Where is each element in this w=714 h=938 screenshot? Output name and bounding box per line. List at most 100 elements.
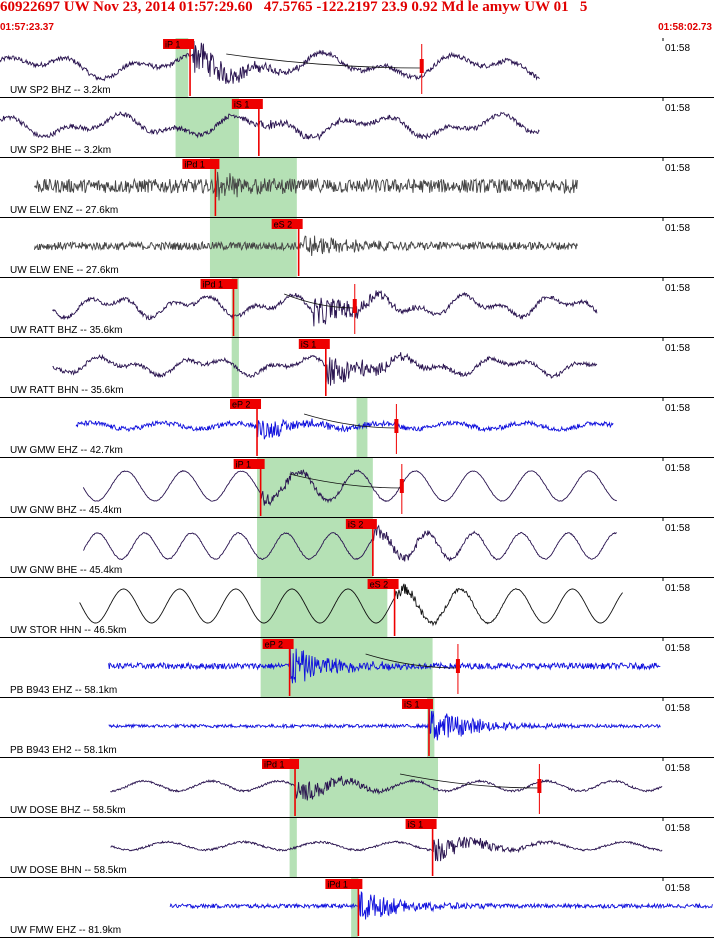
station-label: UW GNW BHZ -- 45.4km bbox=[10, 505, 122, 516]
coda-curve bbox=[399, 773, 540, 789]
window-band bbox=[231, 338, 239, 398]
window-band bbox=[175, 98, 239, 158]
window-band bbox=[356, 398, 368, 458]
trace-row: eS 2 UW ELW ENE -- 27.6km 01:58 bbox=[0, 218, 714, 278]
coda-curve bbox=[365, 653, 458, 669]
coda-curve bbox=[226, 53, 422, 69]
time-tick-label: 01:58 bbox=[665, 823, 690, 834]
trace-row: iPd 1 UW FMW EHZ -- 81.9km 01:58 bbox=[0, 878, 714, 938]
window-band bbox=[231, 278, 239, 338]
pick-label: iPd 1 bbox=[202, 280, 223, 290]
waveform bbox=[82, 469, 617, 507]
waveform bbox=[33, 235, 578, 257]
pick-label: eP 2 bbox=[232, 400, 250, 410]
trace-row: iPd 1 UW RATT BHZ -- 35.6km 01:58 bbox=[0, 278, 714, 338]
time-tick-label: 01:58 bbox=[665, 643, 690, 654]
duration-pick-marker bbox=[352, 299, 357, 313]
time-tick-label: 01:58 bbox=[665, 883, 690, 894]
waveform bbox=[169, 890, 713, 920]
station-label: UW ELW ENZ -- 27.6km bbox=[10, 205, 118, 216]
pick-flag bbox=[182, 159, 220, 169]
pick-flag bbox=[401, 699, 433, 709]
waveform bbox=[82, 524, 617, 562]
waveform bbox=[108, 708, 661, 741]
end-time-label: 01:58:02.73 bbox=[658, 22, 712, 33]
trace-row: iPd 1 UW DOSE BHZ -- 58.5km 01:58 bbox=[0, 758, 714, 818]
pick-flag bbox=[271, 219, 303, 229]
pick-flag bbox=[325, 879, 363, 889]
pick-label: iPd 1 bbox=[184, 160, 205, 170]
waveform bbox=[33, 171, 578, 201]
waveform bbox=[75, 418, 614, 440]
time-tick-label: 01:58 bbox=[665, 43, 690, 54]
pick-label: iS 1 bbox=[408, 820, 424, 830]
duration-pick-marker bbox=[455, 659, 460, 673]
station-label: UW GNW BHE -- 45.4km bbox=[10, 565, 122, 576]
time-tick-label: 01:58 bbox=[665, 703, 690, 714]
pick-label: iS 1 bbox=[301, 340, 317, 350]
station-label: UW DOSE BHN -- 58.5km bbox=[10, 865, 127, 876]
trace-row: iS 1 UW SP2 BHE -- 3.2km 01:58 bbox=[0, 98, 714, 158]
time-tick-label: 01:58 bbox=[665, 343, 690, 354]
pick-flag bbox=[230, 399, 262, 409]
station-label: UW RATT BHN -- 35.6km bbox=[10, 385, 124, 396]
trace-row: iS 1 UW RATT BHN -- 35.6km 01:58 bbox=[0, 338, 714, 398]
waveform bbox=[110, 775, 663, 801]
time-tick-label: 01:58 bbox=[665, 403, 690, 414]
trace-row: eS 2 UW STOR HHN -- 46.5km 01:58 bbox=[0, 578, 714, 638]
pick-label: iPd 1 bbox=[264, 760, 285, 770]
duration-pick-marker bbox=[394, 419, 399, 433]
pick-flag bbox=[200, 279, 238, 289]
time-tick-label: 01:58 bbox=[665, 163, 690, 174]
trace-row: iS 1 UW DOSE BHN -- 58.5km 01:58 bbox=[0, 818, 714, 878]
trace-row: eP 2 UW GMW EHZ -- 42.7km 01:58 bbox=[0, 398, 714, 458]
pick-flag bbox=[405, 819, 437, 829]
pick-flag bbox=[345, 519, 377, 529]
waveform bbox=[108, 648, 661, 684]
time-tick-label: 01:58 bbox=[665, 463, 690, 474]
waveform bbox=[0, 111, 540, 141]
pick-flag bbox=[262, 759, 300, 769]
duration-pick-marker bbox=[399, 479, 404, 493]
waveform bbox=[0, 40, 540, 85]
station-label: UW ELW ENE -- 27.6km bbox=[10, 265, 119, 276]
pick-label: iP 1 bbox=[236, 460, 251, 470]
pick-label: iS 1 bbox=[404, 700, 420, 710]
waveform bbox=[52, 352, 598, 386]
pick-label: iS 1 bbox=[234, 100, 250, 110]
window-band bbox=[260, 578, 388, 638]
time-tick-label: 01:58 bbox=[665, 283, 690, 294]
window-band bbox=[289, 758, 439, 818]
pick-flag bbox=[233, 459, 265, 469]
station-label: UW SP2 BHZ -- 3.2km bbox=[10, 85, 111, 96]
pick-label: iS 2 bbox=[348, 520, 364, 530]
waveform bbox=[79, 583, 623, 627]
event-title: 60922697 UW Nov 23, 2014 01:57:29.60 47.… bbox=[0, 0, 588, 15]
station-label: PB B943 EH2 -- 58.1km bbox=[10, 745, 117, 756]
duration-pick-marker bbox=[537, 779, 542, 793]
station-label: UW FMW EHZ -- 81.9km bbox=[10, 925, 121, 936]
trace-row: eP 2 PB B943 EHZ -- 58.1km 01:58 bbox=[0, 638, 714, 698]
pick-flag bbox=[163, 39, 195, 49]
seismogram-plot: iP 1 UW SP2 BHZ -- 3.2km 01:58 iS 1 UW SP2 B… bbox=[0, 38, 714, 938]
station-label: UW SP2 BHE -- 3.2km bbox=[10, 145, 111, 156]
station-label: UW GMW EHZ -- 42.7km bbox=[10, 445, 123, 456]
pick-flag bbox=[298, 339, 330, 349]
pick-flag bbox=[231, 99, 263, 109]
station-label: UW RATT BHZ -- 35.6km bbox=[10, 325, 122, 336]
window-band bbox=[351, 878, 359, 938]
seismogram-header: 60922697 UW Nov 23, 2014 01:57:29.60 47.… bbox=[0, 0, 714, 38]
time-tick-label: 01:58 bbox=[665, 223, 690, 234]
time-tick-label: 01:58 bbox=[665, 523, 690, 534]
trace-row: iP 1 UW SP2 BHZ -- 3.2km 01:58 bbox=[0, 38, 714, 98]
pick-label: eS 2 bbox=[274, 220, 293, 230]
start-time-label: 01:57:23.37 bbox=[0, 22, 54, 33]
window-band bbox=[257, 458, 373, 518]
duration-pick-marker bbox=[419, 59, 424, 73]
station-label: UW DOSE BHZ -- 58.5km bbox=[10, 805, 126, 816]
trace-row: iPd 1 UW ELW ENZ -- 27.6km 01:58 bbox=[0, 158, 714, 218]
pick-label: iP 1 bbox=[165, 40, 180, 50]
trace-row: iS 2 UW GNW BHE -- 45.4km 01:58 bbox=[0, 518, 714, 578]
trace-row: iS 1 PB B943 EH2 -- 58.1km 01:58 bbox=[0, 698, 714, 758]
waveform bbox=[110, 836, 663, 862]
